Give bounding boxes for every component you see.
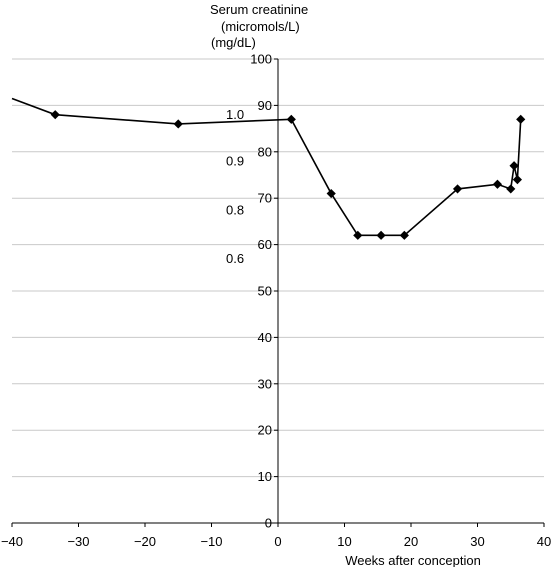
data-point-12 (512, 175, 522, 185)
y-tick-label-70: 70 (258, 191, 272, 206)
y-tick-label-0: 0 (265, 516, 272, 531)
data-point-3 (286, 114, 296, 124)
y-axis-title-secondary: (mg/dL) (211, 35, 256, 50)
mgdl-label-2: 0.8 (226, 202, 244, 217)
x-tick-label--30: −30 (67, 534, 89, 549)
x-tick-label--10: −10 (200, 534, 222, 549)
data-point-2 (173, 119, 183, 129)
y-axis-title-line-1: Serum creatinine (210, 2, 308, 17)
y-tick-labels: 0 10 20 30 40 50 60 70 80 90 100 (250, 52, 278, 531)
y-tick-label-40: 40 (258, 330, 272, 345)
x-tick-label-20: 20 (404, 534, 418, 549)
data-point-10 (506, 184, 516, 194)
y-tick-label-50: 50 (258, 284, 272, 299)
x-axis-title: Weeks after conception (345, 553, 481, 567)
y-tick-label-60: 60 (258, 237, 272, 252)
data-point-9 (492, 179, 503, 189)
data-point-8 (452, 184, 463, 194)
data-point-7 (399, 230, 409, 240)
x-tick-label--40: −40 (1, 534, 23, 549)
mgdl-label-0: 1.0 (226, 107, 244, 122)
data-point-13 (516, 114, 526, 124)
x-tick-label-0: 0 (274, 534, 281, 549)
x-tick-label-30: 30 (470, 534, 484, 549)
data-point-6 (376, 230, 386, 240)
y-tick-label-10: 10 (258, 469, 272, 484)
series-group (11, 97, 526, 240)
y-tick-label-30: 30 (258, 376, 272, 391)
y-tick-label-80: 80 (258, 144, 272, 159)
x-tick-label-10: 10 (337, 534, 351, 549)
x-tick-label--20: −20 (134, 534, 156, 549)
mgdl-label-3: 0.6 (226, 251, 244, 266)
data-point-1 (50, 110, 60, 120)
mgdl-label-1: 0.9 (226, 154, 244, 169)
x-tick-labels: −40 −30 −20 −10 0 10 20 30 40 (1, 523, 551, 549)
y-tick-label-100: 100 (250, 52, 272, 67)
mgdl-labels: 1.0 0.9 0.8 0.6 (226, 107, 244, 266)
data-point-4 (326, 188, 336, 199)
y-tick-label-90: 90 (258, 98, 272, 113)
y-axis-title-line-2: (micromols/L) (221, 19, 300, 34)
x-tick-label-40: 40 (537, 534, 551, 549)
data-point-5 (353, 230, 363, 240)
y-tick-label-20: 20 (258, 423, 272, 438)
data-point-11 (509, 161, 519, 171)
series-line-0 (11, 97, 522, 237)
